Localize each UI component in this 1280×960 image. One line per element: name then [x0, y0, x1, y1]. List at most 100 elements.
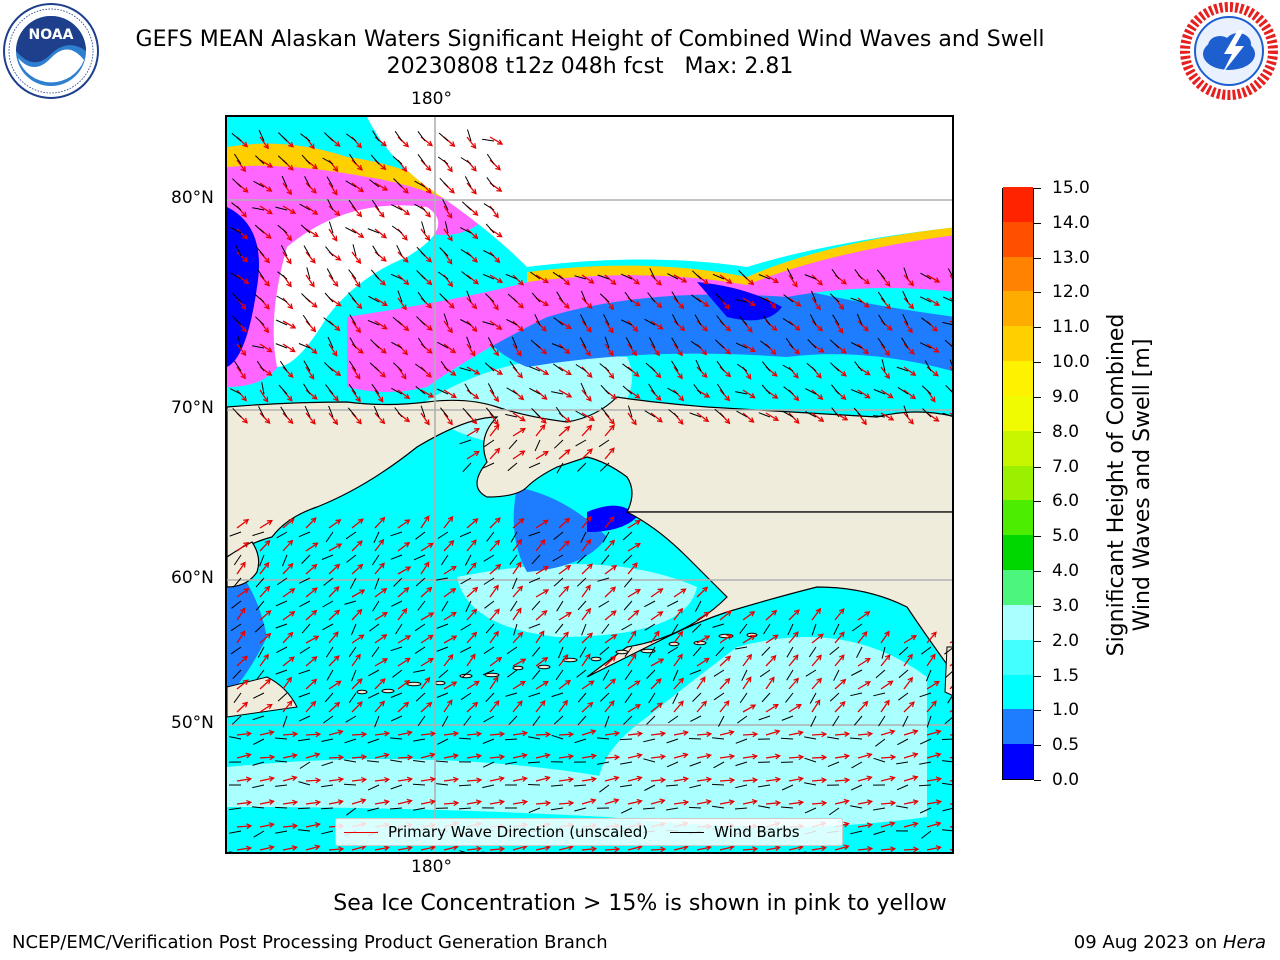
arrow-head	[704, 635, 711, 641]
wave-direction-arrow	[443, 228, 453, 241]
wave-direction-arrow	[351, 678, 363, 690]
wave-direction-arrow	[558, 679, 571, 690]
wind-barb	[672, 692, 679, 705]
arrow-head	[314, 799, 322, 806]
wave-direction-arrow	[903, 297, 914, 309]
colorbar-segment	[1003, 290, 1033, 327]
wind-barb	[275, 669, 288, 675]
arrow-head	[863, 302, 870, 308]
arrow-head	[614, 754, 621, 761]
wind-barb	[324, 362, 334, 372]
arrow-head	[564, 348, 571, 355]
arrow-head	[701, 700, 708, 707]
wind-barb	[644, 623, 656, 631]
arrow-head	[494, 517, 501, 524]
wave-direction-arrow	[374, 753, 389, 759]
colorbar-tick	[1034, 431, 1041, 433]
wind-barb	[692, 692, 702, 702]
arrow-head	[243, 588, 250, 594]
wave-direction-arrow	[604, 424, 615, 437]
wind-barb	[416, 246, 426, 257]
wind-barb	[576, 554, 587, 564]
wind-barb	[881, 359, 886, 372]
wind-barb	[256, 669, 265, 680]
arrow-head	[750, 704, 757, 710]
wave-direction-arrow	[535, 539, 546, 552]
wave-direction-arrow	[581, 366, 593, 378]
arrow-head	[769, 676, 775, 683]
wind-barb	[694, 600, 702, 612]
wind-barb	[758, 296, 771, 303]
arrow-head	[655, 395, 662, 401]
wind-barb	[465, 600, 472, 613]
wave-direction-arrow	[604, 540, 615, 552]
wind-barb	[417, 291, 426, 303]
arrow-head	[266, 186, 273, 192]
arrow-head	[335, 519, 342, 525]
wave-direction-arrow	[535, 802, 550, 805]
arrow-head	[286, 189, 293, 196]
arrow-head	[864, 657, 871, 664]
wave-direction-arrow	[558, 755, 573, 759]
wave-direction-arrow	[282, 343, 296, 353]
colorbar-segment	[1003, 639, 1033, 675]
wind-barb	[482, 784, 495, 789]
arrow-head	[772, 634, 779, 640]
arrow-head	[564, 425, 571, 432]
wind-barb	[574, 807, 587, 812]
wave-direction-arrow	[765, 634, 779, 644]
arrow-head	[795, 301, 802, 307]
aleutian-island	[381, 688, 395, 694]
arrow-head	[539, 424, 546, 431]
arrow-head	[241, 211, 247, 218]
wind-barb	[509, 361, 518, 372]
wave-direction-arrow	[466, 680, 480, 690]
wind-barb	[436, 577, 449, 581]
wave-direction-arrow	[558, 612, 572, 621]
wave-direction-arrow	[259, 182, 272, 192]
wave-direction-arrow	[351, 654, 361, 667]
wind-barb	[323, 317, 334, 326]
wave-direction-arrow	[788, 801, 803, 805]
wave-direction-arrow	[857, 297, 870, 308]
wind-barb	[233, 360, 242, 372]
aleutian-island	[615, 649, 629, 655]
arrow-head	[935, 752, 942, 759]
arrow-head	[521, 730, 529, 737]
wave-direction-arrow	[788, 756, 804, 759]
wave-direction-arrow	[765, 297, 777, 309]
wave-direction-arrow	[236, 778, 251, 782]
wave-direction-arrow	[489, 540, 500, 552]
wind-barb	[326, 176, 334, 188]
arrow-head	[378, 396, 384, 403]
wind-barb	[785, 692, 794, 703]
arrow-head	[585, 350, 591, 357]
wind-barb	[689, 761, 702, 767]
wave-direction-arrow	[696, 657, 710, 667]
wave-direction-arrow	[857, 631, 868, 644]
arrow-head	[864, 681, 872, 687]
wind-barb	[276, 577, 288, 586]
wave-direction-arrow	[834, 679, 846, 690]
arrow-head	[682, 776, 690, 783]
map-panel[interactable]	[225, 115, 954, 854]
wind-barb	[437, 156, 449, 165]
arrow-head	[585, 538, 592, 545]
arrow-head	[729, 777, 736, 784]
wave-direction-arrow	[512, 658, 526, 667]
aleutian-island	[434, 680, 446, 686]
wave-direction-arrow	[949, 709, 952, 713]
wave-direction-arrow	[420, 205, 431, 218]
wave-direction-arrow	[558, 343, 570, 354]
wind-barb	[805, 411, 817, 418]
wind-barb	[256, 360, 265, 372]
arrow-head	[953, 282, 954, 287]
wave-direction-arrow	[305, 343, 318, 354]
wave-direction-arrow	[857, 701, 868, 713]
arrow-head	[381, 587, 388, 594]
arrow-head	[242, 141, 249, 148]
wind-barb	[482, 321, 495, 326]
arrow-head	[291, 799, 299, 806]
arrow-head	[866, 799, 874, 806]
arrow-head	[359, 589, 366, 595]
